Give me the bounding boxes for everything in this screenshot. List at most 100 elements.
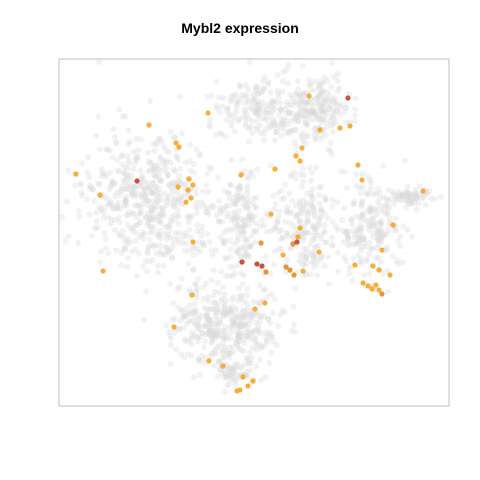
expression-point (365, 283, 371, 289)
background-point (271, 105, 278, 112)
background-point (190, 245, 197, 252)
background-point (199, 239, 206, 246)
expression-point (97, 192, 103, 198)
background-point (150, 166, 157, 173)
background-point (145, 149, 152, 156)
background-point (167, 360, 174, 367)
background-point (314, 261, 321, 268)
background-point (422, 201, 429, 208)
background-point (164, 224, 171, 231)
background-point (360, 236, 367, 243)
background-point (244, 309, 251, 316)
background-point (170, 187, 177, 194)
background-point (237, 292, 244, 299)
background-point (153, 191, 160, 198)
background-point (321, 222, 328, 229)
background-point (284, 256, 291, 263)
background-point (151, 147, 158, 154)
background-point (257, 89, 264, 96)
background-point (283, 209, 290, 216)
background-point (216, 218, 222, 225)
background-point (321, 79, 327, 86)
background-point (89, 186, 96, 193)
background-point (321, 239, 328, 246)
background-point (343, 119, 350, 126)
background-point (358, 212, 365, 219)
background-point (253, 319, 260, 326)
background-point (237, 182, 243, 189)
background-point (157, 220, 164, 227)
background-point (150, 214, 157, 221)
background-point (153, 250, 160, 257)
background-point (136, 233, 143, 240)
background-point (92, 209, 99, 216)
background-point (216, 94, 223, 101)
background-point (286, 109, 293, 116)
background-point (223, 297, 230, 304)
background-point (143, 196, 150, 203)
background-point (178, 201, 185, 208)
background-point (269, 104, 276, 111)
background-point (253, 108, 260, 115)
background-point (124, 175, 131, 182)
background-point (333, 107, 340, 114)
background-point (252, 107, 259, 114)
background-point (313, 112, 320, 118)
background-point (311, 222, 318, 229)
background-point (327, 114, 334, 120)
background-point (267, 329, 274, 336)
background-point (147, 229, 154, 236)
background-point (326, 106, 333, 112)
background-point (284, 204, 291, 211)
background-point (298, 112, 305, 119)
background-point (295, 86, 302, 93)
background-point (343, 228, 350, 235)
background-point (127, 177, 134, 184)
background-point (230, 317, 237, 324)
background-point (93, 132, 100, 139)
background-point (76, 213, 83, 220)
background-point (304, 260, 311, 267)
background-point (158, 139, 165, 145)
background-point (306, 164, 313, 171)
background-point (163, 147, 170, 154)
background-point (195, 338, 201, 345)
background-point (225, 350, 232, 357)
background-point (181, 314, 188, 320)
background-point (146, 236, 153, 243)
background-point (228, 157, 235, 164)
background-point (202, 280, 209, 287)
background-point (313, 255, 320, 262)
background-point (155, 162, 161, 168)
background-point (120, 233, 127, 240)
background-point (317, 89, 324, 96)
background-point (72, 182, 79, 189)
background-point (300, 94, 307, 100)
background-point (240, 253, 247, 260)
background-point (97, 259, 104, 266)
background-point (301, 245, 308, 252)
background-point (122, 196, 129, 203)
background-point (215, 300, 221, 307)
background-point (77, 182, 84, 189)
background-point (235, 322, 242, 329)
background-point (289, 198, 296, 204)
background-point (279, 307, 286, 314)
background-point (246, 214, 253, 221)
background-point (227, 93, 234, 100)
background-point (136, 204, 143, 211)
background-point (406, 190, 413, 197)
background-point (146, 158, 153, 165)
background-point (275, 90, 281, 97)
background-point (164, 194, 171, 201)
background-point (139, 201, 146, 208)
background-point (148, 208, 154, 215)
background-point (197, 150, 204, 157)
background-point (224, 104, 231, 111)
background-point (312, 136, 318, 142)
background-point (327, 118, 334, 125)
background-point (175, 235, 181, 242)
background-point (236, 285, 242, 292)
background-point (222, 370, 229, 377)
background-point (240, 223, 247, 230)
